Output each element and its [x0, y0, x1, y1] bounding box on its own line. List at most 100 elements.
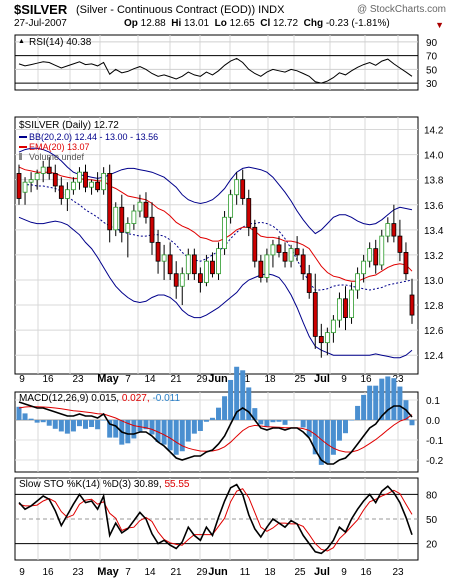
- macd-histogram-bar: [222, 396, 228, 420]
- macd-histogram-bar: [203, 420, 209, 422]
- macd-histogram-bar: [167, 420, 173, 451]
- macd-histogram-bar: [355, 405, 361, 420]
- candle-body: [324, 332, 330, 344]
- symbol-subtitle: (Silver - Continuous Contract (EOD)) IND…: [76, 4, 284, 16]
- macd-histogram-bar: [397, 386, 403, 420]
- x-axis-label: 21: [170, 567, 182, 578]
- candle-body: [204, 260, 209, 283]
- macd-histogram-bar: [52, 420, 58, 429]
- candle-body: [246, 198, 252, 228]
- macd-histogram-bar: [101, 420, 107, 421]
- macd-histogram-bar: [209, 417, 215, 420]
- macd-histogram-bar: [179, 420, 185, 452]
- macd-histogram-bar: [342, 420, 348, 434]
- macd-histogram-bar: [83, 420, 89, 429]
- macd-histogram-bar: [28, 418, 34, 420]
- x-axis-label: 25: [294, 374, 306, 385]
- price-tick-label: 12.8: [424, 301, 444, 312]
- macd-histogram-bar: [40, 420, 46, 423]
- macd-histogram-bar: [58, 420, 64, 432]
- candle-body: [71, 181, 76, 191]
- price-tick-label: 13.8: [424, 176, 444, 187]
- macd-histogram-bar: [161, 420, 167, 445]
- rsi-tick-label: 70: [426, 52, 438, 63]
- open-value: 12.88: [140, 18, 166, 29]
- candle-body: [113, 206, 119, 231]
- candle-body: [149, 216, 155, 243]
- macd-histogram-bar: [185, 420, 191, 442]
- candle-body: [28, 179, 34, 183]
- macd-histogram-bar: [76, 420, 82, 427]
- macd-signal-line: [18, 406, 413, 453]
- quote-date: 27-Jul-2007: [14, 18, 67, 29]
- candle-body: [107, 173, 113, 231]
- bollinger-middle-band: [19, 184, 413, 291]
- macd-histogram-bar: [276, 420, 282, 422]
- candle-body: [288, 248, 294, 262]
- macd-histogram-bar: [258, 420, 264, 425]
- sto-tick-label: 20: [426, 540, 438, 551]
- price-tick-label: 13.0: [424, 276, 444, 287]
- candle-body: [119, 206, 125, 233]
- macd-histogram-bar: [367, 385, 373, 420]
- x-axis-label: 25: [294, 567, 306, 578]
- price-panel-frame: [14, 116, 419, 375]
- candle-body: [373, 248, 379, 266]
- close-value: 12.72: [273, 18, 299, 29]
- macd-histogram-bar: [234, 366, 240, 420]
- subtitle-text: (Silver - Continuous Contract (EOD)): [76, 4, 256, 16]
- candle-body: [355, 273, 360, 291]
- macd-tick-label: -0.2: [426, 456, 444, 467]
- candle-body: [379, 235, 385, 266]
- candle-body: [282, 251, 288, 262]
- x-axis-label: Jul: [314, 373, 330, 385]
- macd-histogram-bar: [95, 420, 101, 430]
- macd-histogram-bar: [336, 420, 342, 441]
- candle-body: [77, 171, 82, 183]
- x-axis-label: 11: [240, 374, 251, 385]
- close-label: Cl: [260, 18, 271, 29]
- candle-body: [191, 254, 197, 275]
- candle-body: [197, 273, 203, 283]
- x-axis-label: 29: [196, 567, 208, 578]
- price-tick-label: 13.4: [424, 226, 444, 237]
- sto-label: Slow STO %K(14) %D(3) 30.89, 55.55: [19, 479, 190, 490]
- volume-legend-swatch: [19, 153, 22, 160]
- ohlc-readout: Op 12.88 Hi 13.01 Lo 12.65 Cl 12.72 Chg …: [124, 18, 390, 29]
- macd-histogram-bar: [131, 420, 137, 439]
- x-axis-label: 7: [125, 567, 131, 578]
- high-value: 13.01: [184, 18, 210, 29]
- macd-histogram-bar: [149, 420, 155, 435]
- candle-body: [222, 216, 227, 250]
- candle-body: [16, 173, 22, 199]
- macd-histogram-bar: [379, 378, 385, 420]
- macd-panel-frame: [14, 391, 419, 473]
- macd-histogram-bar: [137, 420, 143, 432]
- candle-body: [52, 173, 58, 187]
- candle-body: [101, 173, 107, 191]
- macd-histogram-bar: [312, 420, 318, 455]
- macd-histogram-bar: [349, 420, 355, 421]
- macd-histogram-bar: [361, 394, 367, 420]
- macd-histogram-bar: [173, 420, 179, 455]
- low-label: Lo: [214, 18, 227, 29]
- macd-histogram-bar: [294, 420, 300, 421]
- x-axis-label: 16: [42, 374, 54, 385]
- x-axis-label: Jul: [314, 566, 330, 578]
- macd-histogram-bar: [373, 385, 379, 420]
- macd-histogram-bar: [246, 387, 252, 420]
- candle-body: [234, 179, 240, 196]
- macd-histogram-bar: [306, 420, 312, 437]
- candle-body: [173, 273, 179, 287]
- x-axis-label: 7: [125, 374, 131, 385]
- sto-tick-label: 50: [426, 515, 438, 526]
- price-legend-title: $SILVER (Daily) 12.72: [19, 120, 119, 131]
- watermark: @ StockCharts.com: [356, 4, 446, 15]
- candle-body: [343, 298, 348, 318]
- candle-body: [179, 273, 185, 287]
- x-axis-label: 21: [170, 374, 182, 385]
- x-axis-label: 16: [42, 567, 54, 578]
- price-tick-label: 14.2: [424, 126, 444, 137]
- macd-histogram-bar: [330, 420, 336, 455]
